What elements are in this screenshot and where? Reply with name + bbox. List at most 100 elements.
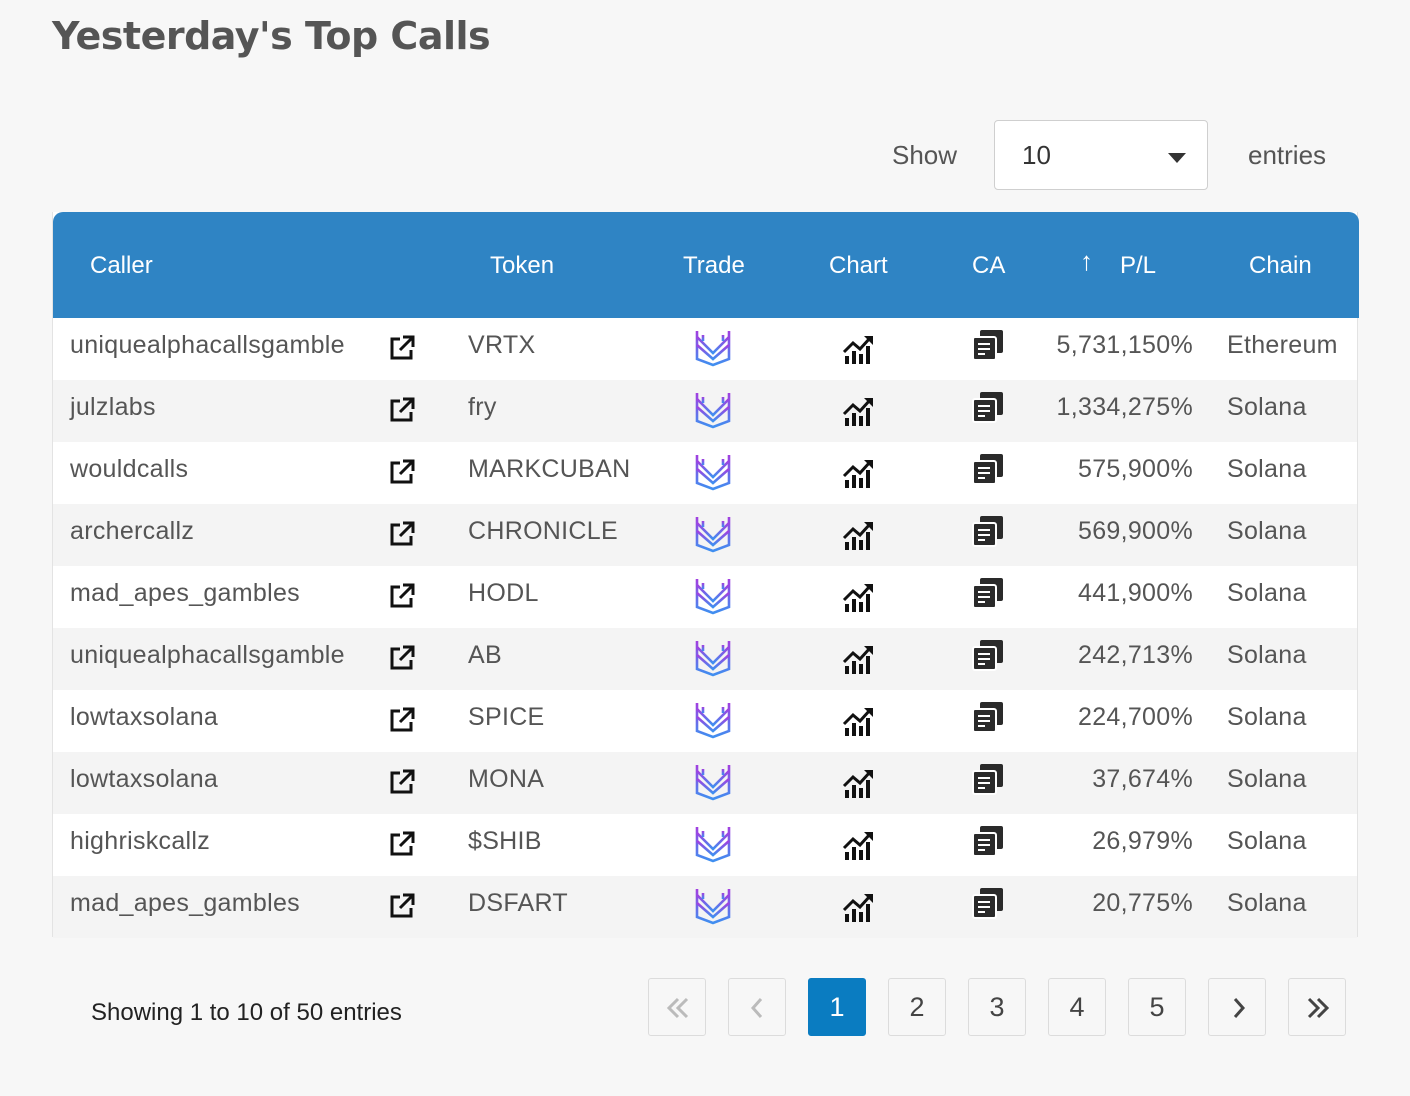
chart-up-icon[interactable] (842, 828, 876, 862)
chain-name: Solana (1227, 579, 1307, 607)
token-name: SPICE (468, 703, 545, 731)
pagination-page-1[interactable]: 1 (808, 978, 866, 1036)
caller-name: mad_apes_gambles (70, 889, 300, 917)
entries-select-value: 10 (1022, 140, 1051, 170)
external-link-icon[interactable] (389, 769, 415, 795)
external-link-icon[interactable] (389, 707, 415, 733)
chart-up-icon[interactable] (842, 394, 876, 428)
trade-logo-icon[interactable] (693, 329, 733, 367)
pagination-page-4[interactable]: 4 (1048, 978, 1106, 1036)
external-link-icon[interactable] (389, 583, 415, 609)
copy-icon[interactable] (971, 514, 1005, 548)
caret-down-icon (1168, 153, 1186, 163)
external-link-icon[interactable] (389, 335, 415, 361)
caller-name: julzlabs (70, 393, 156, 421)
pagination-next[interactable] (1208, 978, 1266, 1036)
external-link-icon[interactable] (389, 893, 415, 919)
pagination-prev[interactable] (728, 978, 786, 1036)
chart-up-icon[interactable] (842, 518, 876, 552)
pl-value: 575,900% (1078, 455, 1193, 483)
copy-icon[interactable] (971, 886, 1005, 920)
table-row: wouldcalls MARKCUBAN 575,900% Solana (53, 442, 1357, 504)
entries-select[interactable]: 10 (994, 120, 1208, 190)
trade-logo-icon[interactable] (693, 639, 733, 677)
trade-logo-icon[interactable] (693, 887, 733, 925)
chart-up-icon[interactable] (842, 642, 876, 676)
page-title: Yesterday's Top Calls (52, 14, 491, 58)
pl-value: 5,731,150% (1056, 331, 1193, 359)
table-header: Caller Token Trade Chart CA ↑ P/L Chain (53, 212, 1359, 318)
chevron-right-icon (1233, 998, 1246, 1018)
copy-icon[interactable] (971, 700, 1005, 734)
token-name: fry (468, 393, 497, 421)
pl-value: 26,979% (1092, 827, 1193, 855)
table-row: mad_apes_gambles HODL 441,900% Solana (53, 566, 1357, 628)
chain-name: Solana (1227, 393, 1307, 421)
copy-icon[interactable] (971, 576, 1005, 610)
copy-icon[interactable] (971, 638, 1005, 672)
token-name: HODL (468, 579, 539, 607)
chain-name: Solana (1227, 455, 1307, 483)
external-link-icon[interactable] (389, 521, 415, 547)
pl-value: 242,713% (1078, 641, 1193, 669)
double-chevron-right-icon (1307, 997, 1330, 1019)
chart-up-icon[interactable] (842, 456, 876, 490)
trade-logo-icon[interactable] (693, 453, 733, 491)
header-pl[interactable]: ↑ P/L (1080, 246, 1156, 283)
external-link-icon[interactable] (389, 459, 415, 485)
pl-value: 20,775% (1092, 889, 1193, 917)
caller-name: mad_apes_gambles (70, 579, 300, 607)
chart-up-icon[interactable] (842, 766, 876, 800)
table-row: lowtaxsolana MONA 37,674% Solana (53, 752, 1357, 814)
chart-up-icon[interactable] (842, 704, 876, 738)
caller-name: uniquealphacallsgamble (70, 641, 345, 669)
caller-name: archercallz (70, 517, 195, 545)
external-link-icon[interactable] (389, 645, 415, 671)
token-name: AB (468, 641, 502, 669)
trade-logo-icon[interactable] (693, 577, 733, 615)
pl-value: 37,674% (1092, 765, 1193, 793)
pl-value: 1,334,275% (1056, 393, 1193, 421)
pagination-page-3[interactable]: 3 (968, 978, 1026, 1036)
table-row: uniquealphacallsgamble VRTX 5,731,150% Ethe… (53, 318, 1357, 380)
caller-name: uniquealphacallsgamble (70, 331, 345, 359)
pl-value: 441,900% (1078, 579, 1193, 607)
pagination-page-5[interactable]: 5 (1128, 978, 1186, 1036)
token-name: MARKCUBAN (468, 455, 631, 483)
header-token[interactable]: Token (490, 252, 555, 279)
entries-label: entries (1248, 140, 1327, 170)
trade-logo-icon[interactable] (693, 515, 733, 553)
header-caller[interactable]: Caller (90, 252, 153, 279)
chain-name: Solana (1227, 703, 1307, 731)
trade-logo-icon[interactable] (693, 825, 733, 863)
token-name: MONA (468, 765, 545, 793)
chain-name: Ethereum (1227, 331, 1338, 359)
header-trade[interactable]: Trade (683, 252, 745, 279)
trade-logo-icon[interactable] (693, 701, 733, 739)
trade-logo-icon[interactable] (693, 391, 733, 429)
chart-up-icon[interactable] (842, 890, 876, 924)
copy-icon[interactable] (971, 328, 1005, 362)
caller-name: lowtaxsolana (70, 703, 219, 731)
header-ca[interactable]: CA (972, 252, 1006, 279)
table-info: Showing 1 to 10 of 50 entries (91, 999, 402, 1026)
chart-up-icon[interactable] (842, 580, 876, 614)
pagination-first[interactable] (648, 978, 706, 1036)
token-name: VRTX (468, 331, 536, 359)
chart-up-icon[interactable] (842, 332, 876, 366)
caller-name: lowtaxsolana (70, 765, 219, 793)
chain-name: Solana (1227, 889, 1307, 917)
header-chart[interactable]: Chart (829, 252, 888, 279)
external-link-icon[interactable] (389, 397, 415, 423)
trade-logo-icon[interactable] (693, 763, 733, 801)
external-link-icon[interactable] (389, 831, 415, 857)
pagination-last[interactable] (1288, 978, 1346, 1036)
table-row: uniquealphacallsgamble AB 242,713% Solana (53, 628, 1357, 690)
copy-icon[interactable] (971, 762, 1005, 796)
header-chain[interactable]: Chain (1249, 252, 1312, 279)
pagination-page-2[interactable]: 2 (888, 978, 946, 1036)
copy-icon[interactable] (971, 390, 1005, 424)
copy-icon[interactable] (971, 452, 1005, 486)
table-row: highriskcallz $SHIB 26,979% Solana (53, 814, 1357, 876)
copy-icon[interactable] (971, 824, 1005, 858)
